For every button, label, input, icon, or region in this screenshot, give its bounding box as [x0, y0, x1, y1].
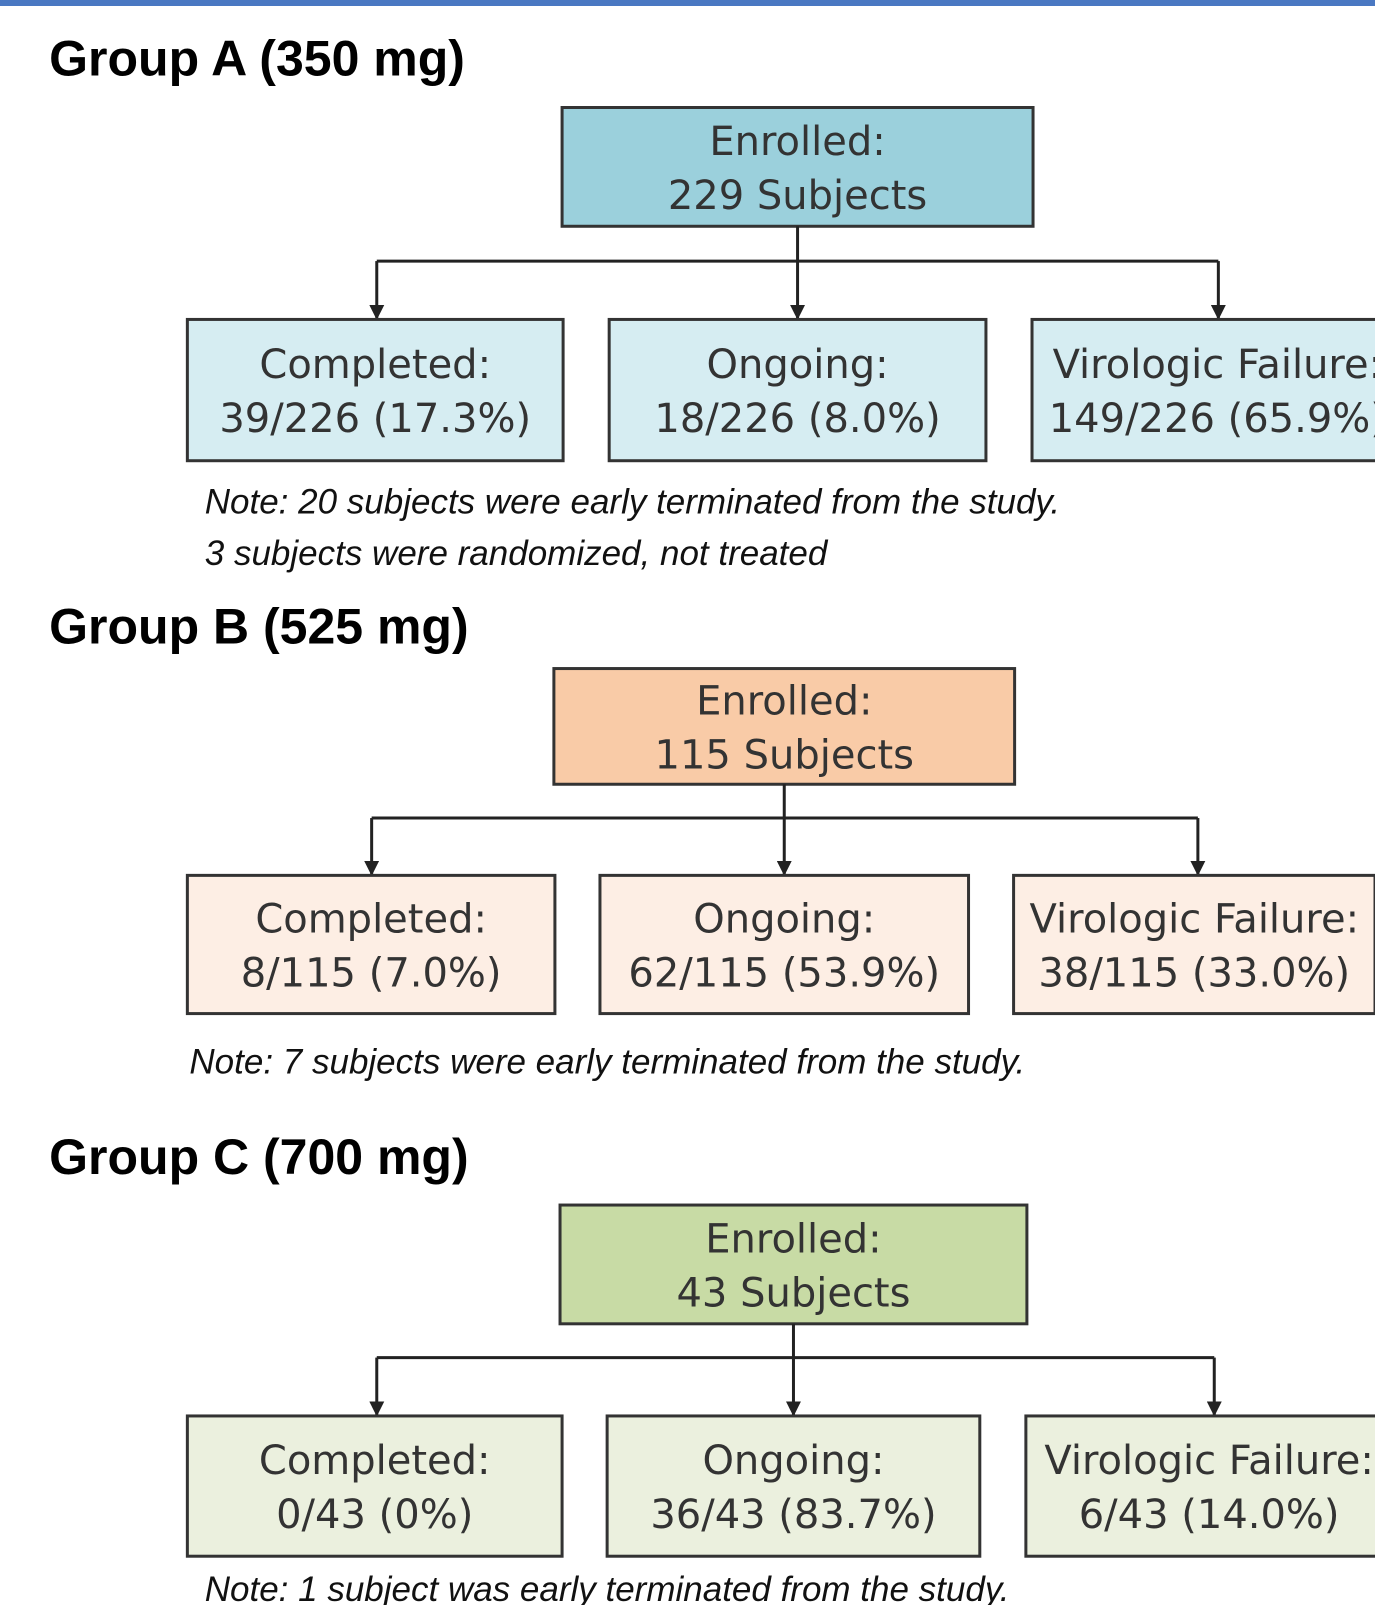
outcome-box-value: 6/43 (14.0%)	[1079, 1492, 1340, 1538]
outcome-box-label: Virologic Failure:	[1053, 342, 1375, 388]
group-title: Group A (350 mg)	[49, 30, 465, 86]
outcome-box	[185, 873, 557, 1016]
outcome-box-label: Ongoing:	[693, 896, 875, 942]
outcome-box-value: 36/43 (83.7%)	[650, 1492, 936, 1538]
enrolled-box-value: 43 Subjects	[676, 1270, 910, 1316]
outcome-box	[1030, 317, 1375, 463]
outcome-box-value: 39/226 (17.3%)	[219, 396, 531, 442]
outcome-box-label: Virologic Failure:	[1030, 896, 1360, 942]
outcome-box-label: Virologic Failure:	[1044, 1438, 1374, 1484]
group-title: Group C (700 mg)	[49, 1129, 468, 1185]
outcome-box-label: Ongoing:	[707, 342, 889, 388]
outcome-box-value: 149/226 (65.9%)	[1049, 396, 1375, 442]
enrolled-box-value: 115 Subjects	[655, 732, 914, 778]
top-bar	[0, 0, 1375, 6]
outcome-box-label: Ongoing:	[702, 1438, 884, 1484]
outcome-box	[185, 1414, 564, 1558]
note: 3 subjects were randomized, not treated	[205, 534, 829, 573]
group-title: Group B (525 mg)	[49, 599, 468, 655]
note: Note: 7 subjects were early terminated f…	[189, 1043, 1025, 1082]
enrolled-box	[560, 106, 1035, 228]
outcome-box-value: 38/115 (33.0%)	[1038, 950, 1350, 996]
enrolled-box-label: Enrolled:	[696, 678, 872, 724]
outcome-box	[185, 317, 565, 463]
outcome-box	[1012, 873, 1375, 1016]
outcome-box-value: 8/115 (7.0%)	[241, 950, 502, 996]
note: Note: 20 subjects were early terminated …	[205, 483, 1060, 522]
outcome-box	[607, 317, 988, 463]
outcome-box-value: 62/115 (53.9%)	[628, 950, 940, 996]
enrolled-box	[558, 1203, 1029, 1326]
enrolled-box-label: Enrolled:	[709, 119, 885, 165]
outcome-box-value: 18/226 (8.0%)	[654, 396, 940, 442]
outcome-box-label: Completed:	[259, 342, 491, 388]
outcome-box	[598, 873, 971, 1016]
outcome-box-label: Completed:	[255, 896, 487, 942]
enrolled-box-value: 229 Subjects	[668, 173, 927, 219]
outcome-box-value: 0/43 (0%)	[276, 1492, 473, 1538]
outcome-box	[605, 1414, 982, 1558]
note: Note: 1 subject was early terminated fro…	[205, 1570, 1010, 1605]
outcome-box-label: Completed:	[259, 1438, 491, 1484]
enrolled-box-label: Enrolled:	[705, 1216, 881, 1262]
outcome-box	[1024, 1414, 1375, 1558]
